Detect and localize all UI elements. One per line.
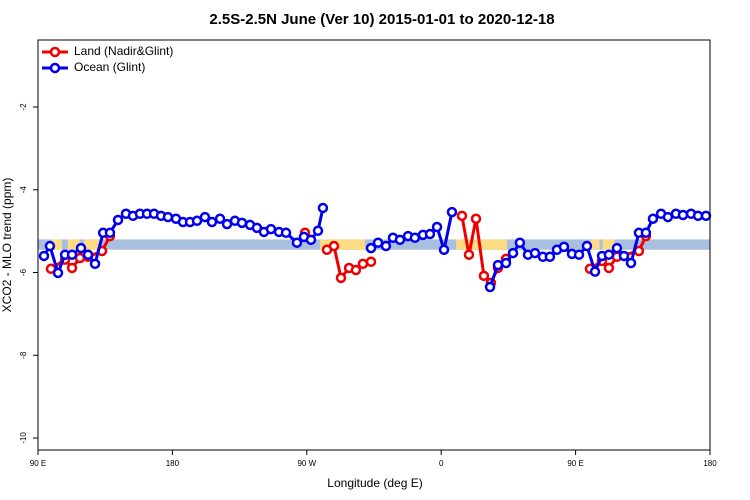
data-point <box>640 227 652 239</box>
data-point <box>589 266 601 277</box>
x-tick-label: 180 <box>703 459 717 468</box>
data-point <box>647 213 659 224</box>
data-point <box>446 206 458 218</box>
data-point <box>162 211 174 223</box>
land-band <box>456 239 507 250</box>
data-point <box>265 223 277 235</box>
land-band <box>590 239 600 250</box>
data-point <box>317 202 329 214</box>
data-point <box>409 232 421 244</box>
data-point <box>380 240 392 252</box>
land-band <box>51 239 62 250</box>
land-band <box>67 239 80 250</box>
x-tick-label: 90 E <box>567 459 583 468</box>
data-point <box>357 258 369 270</box>
data-point <box>529 247 541 259</box>
data-point <box>544 251 556 263</box>
data-point <box>700 210 712 222</box>
y-tick-label: -10 <box>19 432 28 444</box>
data-point <box>603 262 615 274</box>
data-point <box>89 258 101 270</box>
chart-title: 2.5S-2.5N June (Ver 10) 2015-01-01 to 20… <box>209 11 554 28</box>
data-point <box>112 214 124 226</box>
data-point <box>438 244 450 256</box>
x-tick-label: 90 E <box>30 459 46 468</box>
land-band <box>602 239 615 250</box>
data-point <box>328 240 340 252</box>
data-point <box>350 264 362 276</box>
data-point <box>44 240 56 252</box>
data-point <box>558 241 570 253</box>
data-point <box>191 215 203 227</box>
data-point <box>431 221 443 233</box>
y-tick-label: -4 <box>19 186 28 194</box>
data-point <box>500 257 512 269</box>
data-point <box>38 250 50 262</box>
data-point <box>214 213 226 224</box>
x-tick-label: 0 <box>439 459 444 468</box>
data-point <box>291 237 303 248</box>
data-point <box>581 240 593 252</box>
data-point <box>514 237 526 248</box>
data-point <box>456 210 468 222</box>
data-point <box>478 270 490 282</box>
data-point <box>394 234 406 246</box>
data-point <box>470 213 482 224</box>
data-point <box>280 227 292 239</box>
data-point <box>75 242 87 254</box>
data-point <box>677 209 689 221</box>
plot-frame <box>37 39 711 451</box>
y-axis-label: XCO2 - MLO trend (ppm) <box>0 178 14 313</box>
data-point <box>52 267 64 279</box>
data-point <box>236 217 248 229</box>
data-point <box>507 247 519 259</box>
x-tick-label: 90 W <box>297 459 316 468</box>
data-point <box>312 225 324 236</box>
data-point <box>463 249 475 260</box>
data-point <box>611 242 623 254</box>
data-point <box>206 216 218 228</box>
data-point <box>625 257 637 269</box>
y-tick-label: -2 <box>19 103 28 111</box>
data-point <box>484 281 496 293</box>
y-tick-label: -8 <box>19 351 28 359</box>
data-point <box>66 262 78 274</box>
y-tick-label: -6 <box>19 268 28 276</box>
legend-marker <box>49 62 61 74</box>
data-point <box>335 272 347 284</box>
data-point <box>618 250 630 262</box>
legend-label: Ocean (Glint) <box>74 60 145 74</box>
x-axis-label: Longitude (deg E) <box>327 476 422 490</box>
data-point <box>365 242 377 254</box>
data-point <box>104 227 116 239</box>
x-tick-label: 180 <box>166 459 180 468</box>
data-point <box>66 249 78 260</box>
data-point <box>199 211 211 223</box>
data-point <box>424 228 436 240</box>
data-point <box>573 249 585 260</box>
data-point <box>365 256 377 268</box>
data-point <box>82 249 94 260</box>
legend-label: Land (Nadir&Glint) <box>74 44 173 58</box>
data-point <box>662 211 674 223</box>
data-point <box>603 249 615 260</box>
land-band <box>320 239 366 250</box>
land-band <box>84 239 101 250</box>
data-point <box>492 259 504 271</box>
data-point <box>305 234 317 246</box>
legend-marker <box>49 46 61 58</box>
